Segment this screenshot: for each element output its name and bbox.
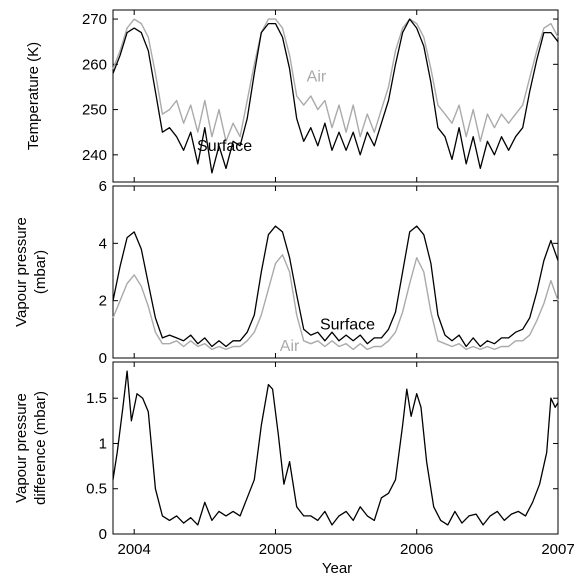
temperature-y-axis-label: Temperature (K) <box>25 42 42 150</box>
vapour-pressure-y-tick-label: 2 <box>99 293 107 310</box>
vapour-pressure-y-tick-label: 0 <box>99 350 107 367</box>
temperature-y-tick-label: 240 <box>82 147 107 164</box>
vapour-pressure-difference-frame <box>112 361 559 535</box>
temperature-frame <box>112 9 559 183</box>
vapour-pressure-panel: 0 2 4 6 Vapour pressure (mbar) Air Surface <box>13 178 559 367</box>
vapour-pressure-difference-y-axis-label: Vapour pressure <box>13 393 30 503</box>
vapour-pressure-y-tick-label: 6 <box>99 178 107 195</box>
vapour-pressure-y-tick-label: 4 <box>99 235 107 252</box>
vapour-pressure-annotation-air: Air <box>280 338 300 355</box>
vapour-pressure-difference-panel: 0 0.5 1 1.5 2004 2005 2006 2007 Vapour pressure d… <box>13 361 575 558</box>
x-axis-label: Year <box>322 560 352 577</box>
vapour-pressure-y-axis-label: (mbar) <box>32 250 49 294</box>
vapour-pressure-air-line <box>112 254 559 351</box>
x-tick-label: 2007 <box>541 541 574 558</box>
temperature-y-tick-label: 260 <box>82 56 107 73</box>
vapour-pressure-difference-y-tick-label: 0 <box>99 526 107 543</box>
vapour-pressure-difference-y-tick-label: 1.5 <box>86 390 107 407</box>
vapour-pressure-difference-difference-line <box>112 370 559 526</box>
temperature-panel: 240 250 260 270 Temperature (K) Air Surface <box>25 9 559 183</box>
temperature-air-line <box>112 18 559 143</box>
temperature-y-tick-label: 250 <box>82 102 107 119</box>
vapour-pressure-difference-y-tick-label: 0.5 <box>86 481 107 498</box>
x-tick-label: 2004 <box>118 541 151 558</box>
x-tick-label: 2006 <box>400 541 433 558</box>
vapour-pressure-frame <box>112 185 559 359</box>
temperature-annotation-surface: Surface <box>197 138 252 155</box>
vapour-pressure-surface-line <box>112 225 559 348</box>
temperature-surface-line <box>112 18 559 174</box>
temperature-y-tick-label: 270 <box>82 11 107 28</box>
vapour-pressure-y-axis-label: Vapour pressure <box>13 217 30 327</box>
vapour-pressure-difference-y-tick-label: 1 <box>99 435 107 452</box>
vapour-pressure-difference-y-axis-label: difference (mbar) <box>32 391 49 505</box>
temperature-annotation-air: Air <box>307 69 327 86</box>
vapour-pressure-annotation-surface: Surface <box>320 316 375 333</box>
x-tick-label: 2005 <box>259 541 292 558</box>
